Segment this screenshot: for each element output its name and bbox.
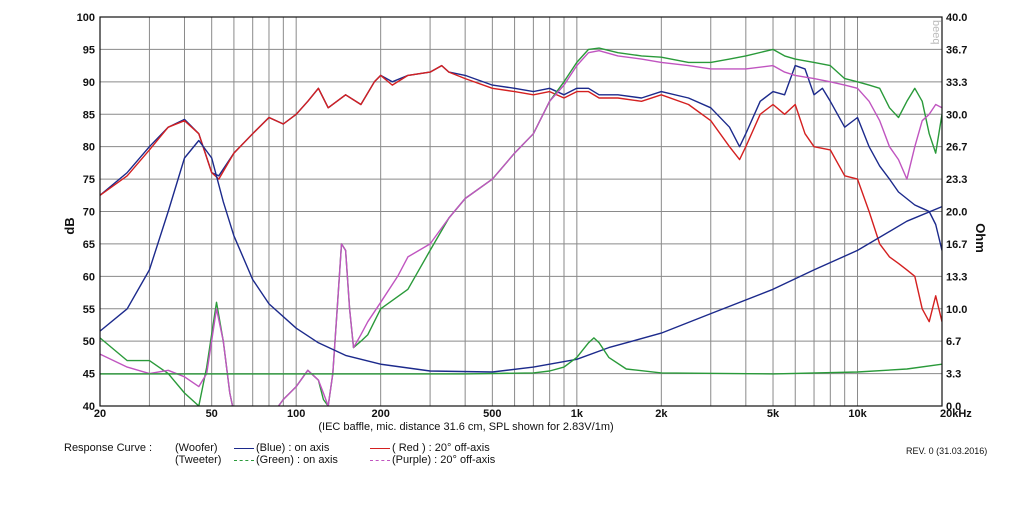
y-left-tick-label: 90 [83,77,95,89]
y-right-tick-label: 10.0 [946,304,967,316]
y-left-tick-label: 95 [83,44,95,56]
y-left-tick-label: 40 [83,401,95,413]
y-right-tick-label: 36.7 [946,44,967,56]
x-tick-label: 2k [655,408,668,420]
y-right-tick-label: 6.7 [946,336,961,348]
blue-swatch [234,447,254,449]
legend-woofer: (Woofer) [175,442,218,454]
legend-tweeter: (Tweeter) [175,454,222,466]
y-left-tick-label: 55 [83,304,95,316]
left-axis-title: dB [62,217,77,234]
y-right-tick-label: 23.3 [946,174,967,186]
series-line-3 [100,50,942,406]
y-left-tick-label: 70 [83,207,95,219]
legend-blue: (Blue) : on axis [234,442,329,454]
right-axis-title: Ohm [973,223,988,253]
y-left-tick-label: 75 [83,174,95,186]
x-tick-label: 500 [483,408,501,420]
y-right-tick-label: 33.3 [946,77,967,89]
legend-green: (Green) : on axis [234,454,338,466]
x-tick-label: 20 [94,408,106,420]
legend-purple-label: (Purple) : 20° off-axis [392,454,496,466]
x-tick-label: 5k [767,408,780,420]
y-left-tick-label: 85 [83,109,95,121]
legend-heading: Response Curve : [64,442,153,454]
watermark: beeq [930,20,942,44]
y-right-tick-label: 40.0 [946,12,967,24]
chart-caption: (IEC baffle, mic. distance 31.6 cm, SPL … [318,421,613,433]
y-right-tick-label: 13.3 [946,271,967,283]
x-tick-label: 1k [571,408,584,420]
tick-labels: 100 95 90 85 80 75 70 65 60 55 50 45 40 40.0 36.7 33.3 3… [77,12,973,420]
y-right-tick-label: 0.0 [946,401,961,413]
x-tick-label: 50 [206,408,218,420]
legend-red: ( Red ) : 20° off-axis [370,442,490,454]
revision-label: REV. 0 (31.03.2016) [906,446,988,456]
y-left-tick-label: 100 [77,12,95,24]
frequency-response-chart: 100 95 90 85 80 75 70 65 60 55 50 45 40 40.0 36.7 33.3 3… [62,12,988,433]
y-right-tick-label: 26.7 [946,142,967,154]
y-right-tick-label: 20.0 [946,207,967,219]
x-tick-label: 10k [848,408,867,420]
legend-purple: (Purple) : 20° off-axis [370,454,495,466]
y-left-tick-label: 65 [83,239,95,251]
purple-swatch [370,459,390,461]
legend-green-label: (Green) : on axis [256,454,338,466]
y-right-tick-label: 30.0 [946,109,967,121]
y-right-tick-label: 3.3 [946,369,961,381]
x-tick-label: 20kHz [940,408,972,420]
plot-frame [99,16,943,407]
legend-blue-label: (Blue) : on axis [256,442,330,454]
series-line-4 [100,139,942,373]
y-right-tick-label: 16.7 [946,239,967,251]
x-tick-label: 200 [371,408,389,420]
series-line-5 [100,337,942,375]
curves [100,47,942,406]
red-swatch [370,447,390,449]
series-line-1 [100,64,942,323]
green-swatch [234,459,254,461]
y-left-tick-label: 50 [83,336,95,348]
y-left-tick-label: 80 [83,142,95,154]
legend-red-label: ( Red ) : 20° off-axis [392,442,490,454]
y-left-tick-label: 60 [83,271,95,283]
y-left-tick-label: 45 [83,369,95,381]
x-tick-label: 100 [287,408,305,420]
